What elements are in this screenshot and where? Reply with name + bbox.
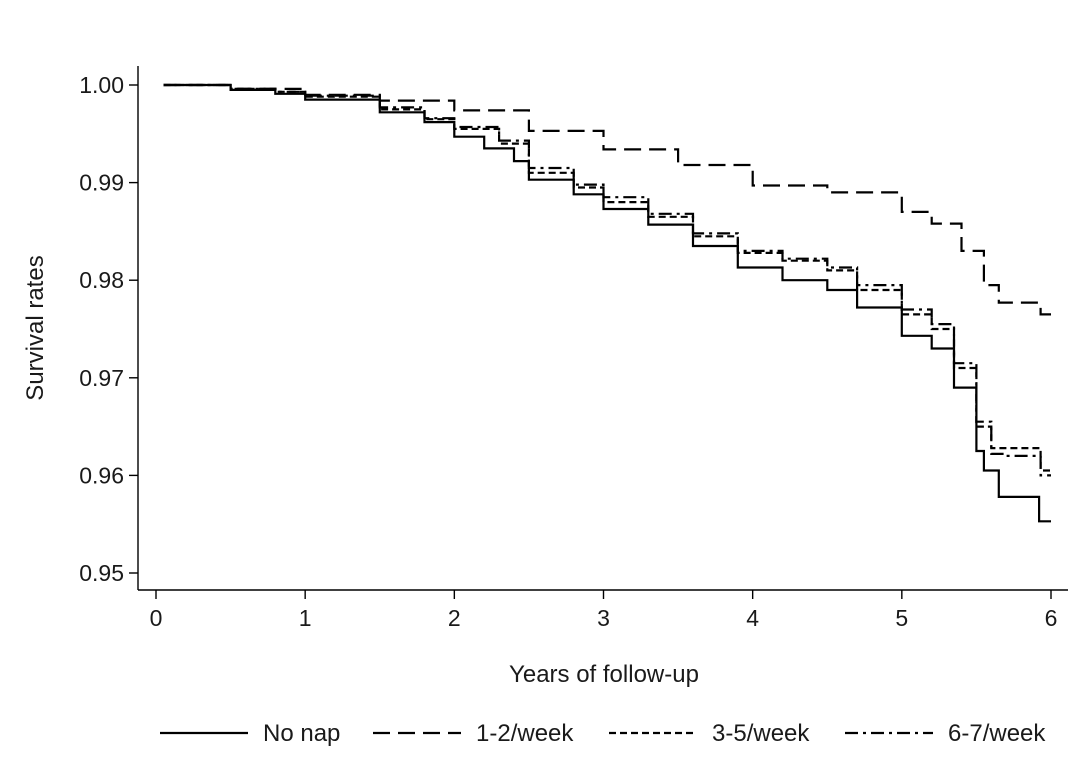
y-axis-label: Survival rates [22,255,49,400]
x-axis: 0 1 2 3 4 5 6 [138,589,1068,631]
series-line-4 [163,83,1051,477]
legend-label-4: 6-7/week [948,720,1046,747]
series-line-2 [163,83,1051,316]
legend-label-1: No nap [263,720,340,747]
y-tick-label: 0.97 [79,365,124,391]
x-tick-label: 5 [895,605,908,631]
x-tick-label: 6 [1045,605,1058,631]
x-tick-label: 4 [746,605,759,631]
x-tick-label: 0 [150,605,163,631]
y-tick-label: 1.00 [79,72,124,98]
y-tick-label: 0.99 [79,170,124,196]
x-tick-label: 1 [299,605,312,631]
y-tick-label: 0.96 [79,462,124,488]
x-tick-label: 3 [597,605,610,631]
series-line-3 [163,83,1051,472]
legend-label-3: 3-5/week [712,720,810,747]
x-tick-label: 2 [448,605,461,631]
legend-label-2: 1-2/week [476,720,574,747]
x-axis-label: Years of follow-up [509,661,699,688]
legend: No nap 1-2/week 3-5/week 6-7/week [160,720,1046,747]
y-axis: 0.95 0.96 0.97 0.98 0.99 1.00 [79,66,139,590]
series-layer [163,83,1051,523]
y-tick-label: 0.95 [79,560,124,586]
y-tick-label: 0.98 [79,267,124,293]
